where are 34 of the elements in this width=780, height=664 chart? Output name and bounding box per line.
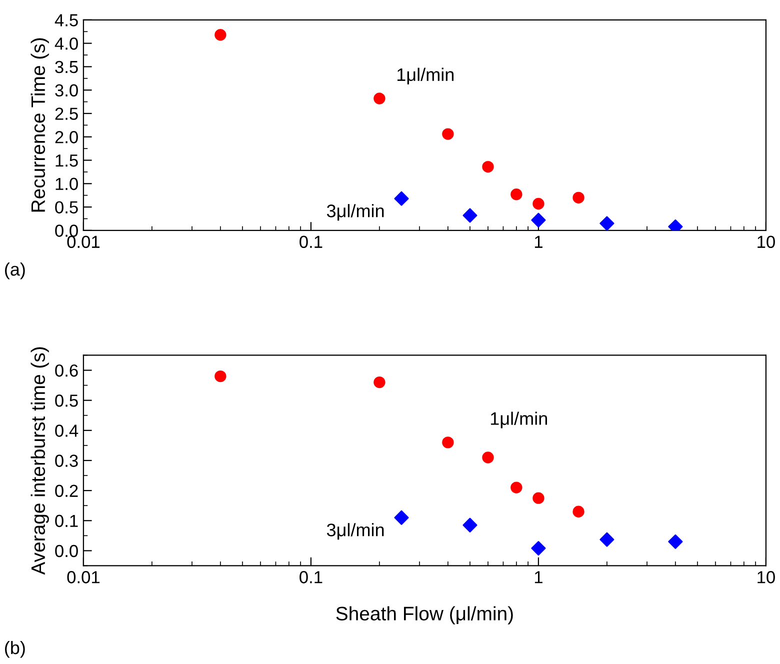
x-tick-label: 10	[758, 236, 775, 248]
x-tick-label: 0.1	[300, 236, 322, 248]
x-tick-label: 0.01	[67, 236, 100, 248]
y-tick-label: 0.1	[55, 514, 78, 528]
y-tick-label: 0.0	[55, 544, 78, 558]
y-tick-label: 0.5	[55, 394, 78, 407]
y-tick-label: 0.5	[55, 201, 78, 214]
y-tick-label: 0.0	[55, 224, 78, 237]
text: (b)	[5, 640, 25, 658]
x-tick-label: 1	[534, 236, 542, 248]
y-tick-label: 4.0	[54, 37, 78, 50]
series-label: 3μl/min	[326, 204, 384, 221]
x-tick-label: 0.01	[67, 571, 100, 584]
y-tick-label: 0.6	[55, 364, 78, 377]
y-tick-label: 2.5	[55, 108, 78, 120]
x-axis-title: Sheath Flow (μl/min)	[336, 606, 513, 624]
y-tick-label: 3.0	[55, 84, 78, 97]
y-tick-label: 0.2	[55, 484, 78, 498]
series-label: 1μl/min	[397, 68, 454, 84]
y-tick-label: 4.5	[54, 14, 78, 26]
series-label: 3μl/min	[326, 523, 384, 540]
y-axis-title: Average interburst time (s)	[30, 347, 49, 575]
y-tick-label: 1.0	[56, 178, 78, 190]
y-tick-label: 1.5	[56, 154, 78, 167]
y-tick-label: 3.5	[55, 60, 78, 74]
y-tick-label: 0.3	[55, 454, 78, 467]
text: (a)	[5, 262, 25, 280]
x-tick-label: 10	[758, 571, 775, 584]
series-label: 1μl/min	[490, 412, 547, 428]
y-tick-label: 2.0	[55, 131, 78, 144]
y-tick-label: 0.4	[55, 424, 78, 437]
x-tick-label: 1	[534, 571, 542, 584]
x-tick-label: 0.1	[300, 571, 322, 584]
y-axis-title: Recurrence Time (s)	[30, 38, 49, 212]
